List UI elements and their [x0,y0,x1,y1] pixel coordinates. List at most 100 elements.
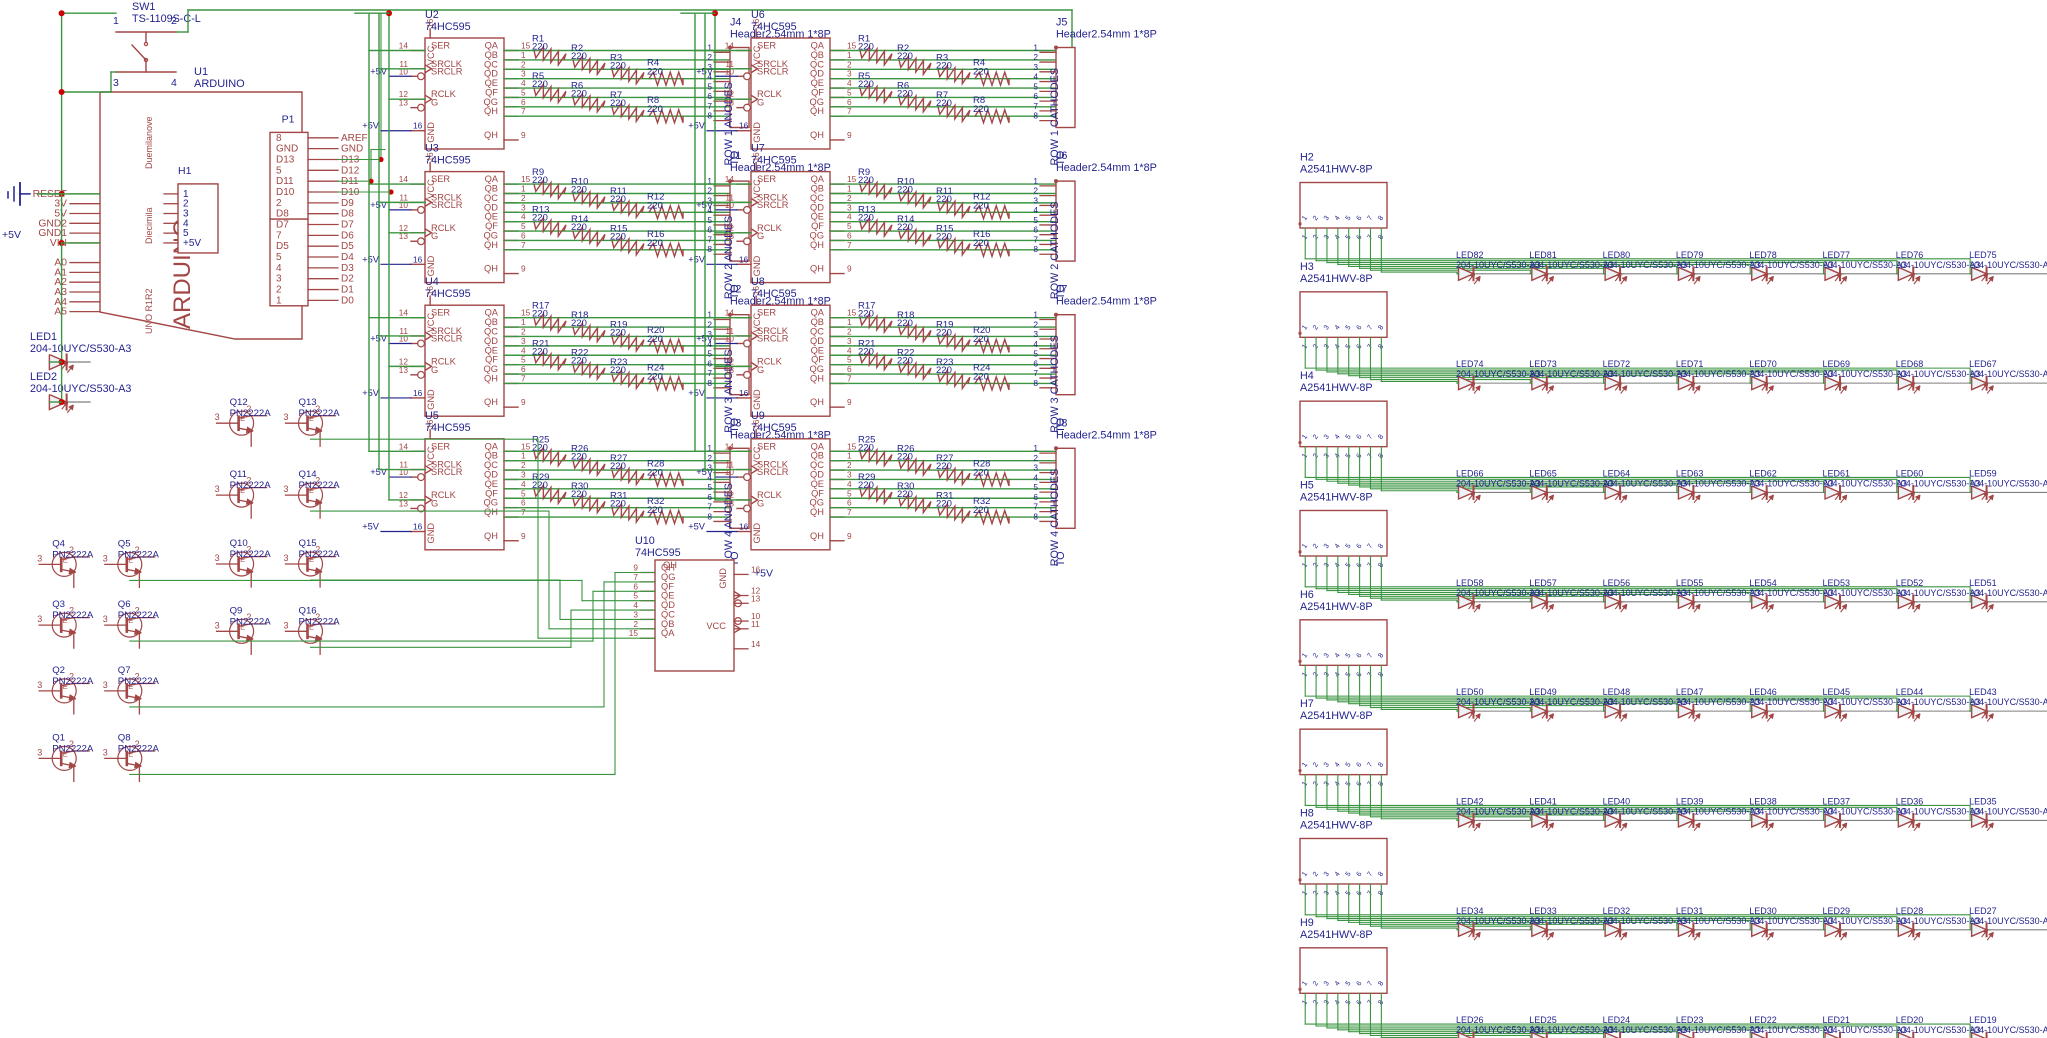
svg-text:204-10UYC/S530-A3: 204-10UYC/S530-A3 [1603,916,1688,926]
svg-text:Q5: Q5 [118,538,131,549]
svg-text:204-10UYC/S530-A3: 204-10UYC/S530-A3 [1529,806,1614,816]
svg-text:220: 220 [532,480,548,491]
svg-text:2: 2 [276,285,282,296]
svg-text:8: 8 [707,378,712,388]
svg-text:3: 3 [1033,463,1038,473]
svg-text:220: 220 [936,231,952,242]
svg-text:VCC: VCC [752,312,762,332]
svg-text:LED49: LED49 [1529,687,1557,697]
svg-text:Header2.54mm 1*8P: Header2.54mm 1*8P [1056,28,1157,40]
svg-text:LED27: LED27 [1969,906,1997,916]
svg-text:LED42: LED42 [1456,796,1484,806]
svg-text:204-10UYC/S530-A3: 204-10UYC/S530-A3 [1676,369,1761,379]
svg-text:204-10UYC/S530-A3: 204-10UYC/S530-A3 [1896,478,1981,488]
svg-text:Q3: Q3 [52,599,65,610]
svg-text:220: 220 [571,88,587,99]
svg-text:Q10: Q10 [230,538,248,549]
svg-text:U4: U4 [425,276,439,288]
svg-text:5: 5 [276,252,282,263]
svg-text:220: 220 [532,442,548,453]
svg-text:3: 3 [103,614,108,624]
svg-text:7: 7 [521,106,526,116]
svg-text:Q11: Q11 [230,469,247,480]
svg-text:LED81: LED81 [1529,250,1557,260]
svg-text:P1: P1 [282,113,295,125]
svg-text:1: 1 [1033,42,1038,52]
svg-text:PN2222A: PN2222A [118,610,160,621]
svg-text:LED75: LED75 [1969,250,1997,260]
svg-text:LED58: LED58 [1456,578,1484,588]
svg-text:9: 9 [521,130,526,140]
svg-text:220: 220 [571,184,587,195]
svg-text:220: 220 [858,442,874,453]
svg-text:7: 7 [847,373,852,383]
svg-text:5: 5 [276,165,282,176]
svg-text:7: 7 [707,234,712,244]
svg-text:220: 220 [571,489,587,500]
svg-text:4: 4 [1033,472,1038,482]
svg-text:2: 2 [1033,453,1038,463]
svg-text:A2541HWV-8P: A2541HWV-8P [1300,819,1373,831]
svg-text:204-10UYC/S530-A3: 204-10UYC/S530-A3 [1603,588,1688,598]
svg-text:D8: D8 [276,209,289,220]
svg-text:10: 10 [725,66,735,76]
svg-text:204-10UYC/S530-A3: 204-10UYC/S530-A3 [1529,588,1614,598]
svg-text:4: 4 [276,263,282,274]
svg-text:LED1: LED1 [30,331,57,343]
svg-text:J5: J5 [1056,16,1067,28]
svg-text:10: 10 [725,200,735,210]
svg-text:204-10UYC/S530-A3: 204-10UYC/S530-A3 [1603,697,1688,707]
svg-text:204-10UYC/S530-A3: 204-10UYC/S530-A3 [1456,1025,1541,1035]
svg-text:10: 10 [725,333,735,343]
svg-text:16: 16 [739,388,749,398]
svg-text:+5V: +5V [688,121,706,131]
svg-text:7: 7 [521,373,526,383]
svg-text:GND: GND [718,568,728,589]
svg-text:D13: D13 [276,154,295,165]
svg-text:220: 220 [532,79,548,90]
svg-text:220: 220 [936,98,952,109]
svg-text:GND: GND [426,255,436,276]
svg-text:204-10UYC/S530-A3: 204-10UYC/S530-A3 [1676,806,1761,816]
svg-text:204-10UYC/S530-A3: 204-10UYC/S530-A3 [1969,260,2047,270]
svg-text:4: 4 [1033,205,1038,215]
svg-text:3: 3 [276,274,282,285]
svg-text:7: 7 [1033,502,1038,512]
svg-text:220: 220 [610,327,626,338]
svg-text:GND: GND [276,144,298,155]
svg-text:J7: J7 [1056,284,1067,296]
svg-text:220: 220 [936,461,952,472]
svg-text:LED62: LED62 [1749,468,1777,478]
svg-text:VCC: VCC [426,45,436,65]
svg-text:Q14: Q14 [299,469,318,480]
svg-text:3: 3 [215,412,220,422]
svg-text:LED45: LED45 [1823,687,1851,697]
svg-text:220: 220 [973,200,989,211]
svg-text:LED31: LED31 [1676,906,1704,916]
svg-text:2: 2 [1033,186,1038,196]
svg-text:PN2222A: PN2222A [230,549,272,560]
svg-text:LED50: LED50 [1456,687,1484,697]
svg-text:D9: D9 [341,198,354,209]
svg-text:8: 8 [1033,111,1038,121]
svg-text:2: 2 [707,186,712,196]
svg-text:9: 9 [521,264,526,274]
svg-text:GND: GND [426,389,436,410]
svg-text:QH: QH [810,130,824,140]
svg-text:220: 220 [936,194,952,205]
svg-text:7: 7 [1033,368,1038,378]
svg-text:14: 14 [399,174,409,184]
svg-text:UNO R1R2: UNO R1R2 [144,288,154,334]
svg-text:D7: D7 [276,220,289,231]
svg-text:1: 1 [1033,309,1038,319]
svg-text:220: 220 [897,356,913,367]
svg-text:PN2222A: PN2222A [52,610,94,621]
svg-text:220: 220 [647,200,663,211]
svg-text:14: 14 [399,441,409,451]
svg-text:6: 6 [1033,492,1038,502]
svg-text:10: 10 [399,200,409,210]
svg-text:7: 7 [1033,234,1038,244]
svg-text:PN2222A: PN2222A [230,480,272,491]
svg-text:LED78: LED78 [1749,250,1777,260]
svg-text:A2541HWV-8P: A2541HWV-8P [1300,382,1373,394]
